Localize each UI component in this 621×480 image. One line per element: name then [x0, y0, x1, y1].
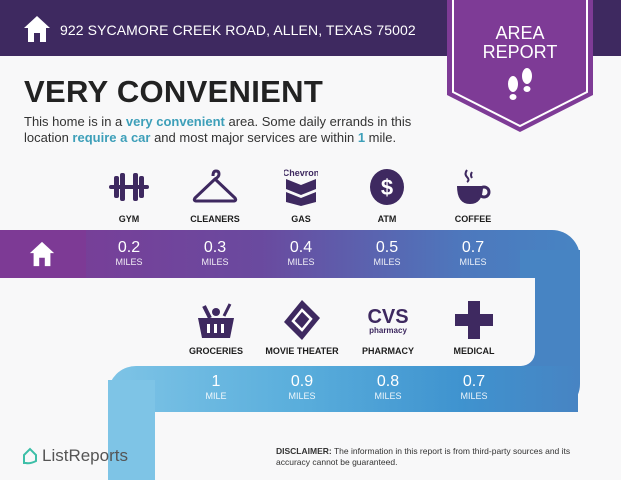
desc-highlight: 1	[357, 130, 366, 145]
distance-value: 0.7	[462, 373, 486, 390]
distance-value: 0.9	[290, 373, 314, 390]
coffee-cup-icon	[430, 167, 516, 207]
disclaimer-text: The information in this report is from t…	[276, 446, 571, 467]
cvs-logo-icon: CVS pharmacy	[345, 300, 431, 340]
amenity-label: GAS	[291, 214, 311, 224]
distance-cell: 1 MILE	[173, 373, 259, 402]
svg-text:CVS: CVS	[367, 306, 408, 328]
badge-line-1: AREA	[495, 23, 545, 43]
distance-unit: MILE	[205, 391, 227, 401]
property-address: 922 SYCAMORE CREEK ROAD, ALLEN, TEXAS 75…	[60, 22, 416, 38]
distance-value: 0.4	[289, 239, 313, 256]
svg-text:Chevron: Chevron	[284, 168, 318, 178]
svg-text:pharmacy: pharmacy	[369, 326, 407, 335]
home-icon	[24, 16, 50, 42]
listreports-logo-icon	[23, 447, 37, 465]
amenity-label: ATM	[377, 214, 397, 224]
desc-highlight: require a car	[72, 130, 151, 145]
ticket-icon	[259, 300, 345, 340]
desc-text: mile.	[365, 130, 397, 145]
listreports-logo: ListReports	[22, 446, 128, 466]
chevron-logo-icon: Chevron	[258, 167, 344, 207]
description: This home is in a very convenient area. …	[24, 114, 444, 146]
dollar-icon: $	[344, 167, 430, 207]
home-icon	[29, 241, 55, 267]
footprints-icon	[508, 68, 532, 100]
distance-unit: MILES	[460, 391, 488, 401]
desc-text: area. Some daily errands in this locatio…	[24, 114, 412, 145]
distance-unit: MILES	[201, 257, 229, 267]
distance-value: 0.2	[117, 239, 141, 256]
distance-value: 0.7	[461, 239, 485, 256]
distance-unit: MILES	[459, 257, 487, 267]
desc-highlight: very convenient	[125, 114, 225, 129]
inner-corner	[0, 278, 535, 366]
distance-cell: 0.4 MILES	[258, 239, 344, 268]
amenity-label: CLEANERS	[190, 214, 240, 224]
distance-cell: 0.5 MILES	[344, 239, 430, 268]
distance-cell: 0.2 MILES	[86, 239, 172, 268]
inner-corner	[155, 412, 621, 480]
distance-cell: 0.9 MILES	[259, 373, 345, 402]
dumbbell-icon	[86, 167, 172, 207]
distance-value: 0.8	[376, 373, 400, 390]
amenity-label: GYM	[118, 214, 140, 224]
distance-unit: MILES	[374, 391, 402, 401]
route-band-left	[108, 380, 155, 480]
amenity-label: COFFEE	[454, 214, 492, 224]
distance-unit: MILES	[287, 257, 315, 267]
amenity-label: MEDICAL	[453, 346, 495, 356]
distance-cell: 0.8 MILES	[345, 373, 431, 402]
distance-unit: MILES	[373, 257, 401, 267]
distance-cell: 0.3 MILES	[172, 239, 258, 268]
distance-value: 0.3	[203, 239, 227, 256]
distance-value: 1	[211, 373, 221, 390]
badge-line-2: REPORT	[482, 42, 558, 62]
amenity-label: MOVIE THEATER	[265, 346, 339, 356]
hanger-icon	[172, 167, 258, 207]
page-title: VERY CONVENIENT	[24, 74, 324, 109]
disclaimer: DISCLAIMER: The information in this repo…	[276, 446, 606, 467]
area-report-badge	[447, 0, 593, 132]
distance-unit: MILES	[115, 257, 143, 267]
distance-cell: 0.7 MILES	[430, 239, 516, 268]
logo-text: ListReports	[42, 446, 128, 465]
medical-cross-icon	[431, 300, 517, 340]
desc-text: and most major services are within	[150, 130, 358, 145]
route-band-bottom	[108, 366, 578, 412]
amenity-label: PHARMACY	[361, 346, 414, 356]
amenity-label: GROCERIES	[188, 346, 243, 356]
distance-cell: 0.7 MILES	[431, 373, 517, 402]
badge-text: AREA REPORT	[447, 24, 593, 62]
route-band-top	[0, 230, 580, 278]
distance-value: 0.5	[375, 239, 399, 256]
basket-icon	[173, 300, 259, 340]
desc-text: This home is in a	[24, 114, 126, 129]
distance-unit: MILES	[288, 391, 316, 401]
disclaimer-label: DISCLAIMER:	[276, 446, 332, 456]
svg-text:$: $	[381, 175, 393, 200]
